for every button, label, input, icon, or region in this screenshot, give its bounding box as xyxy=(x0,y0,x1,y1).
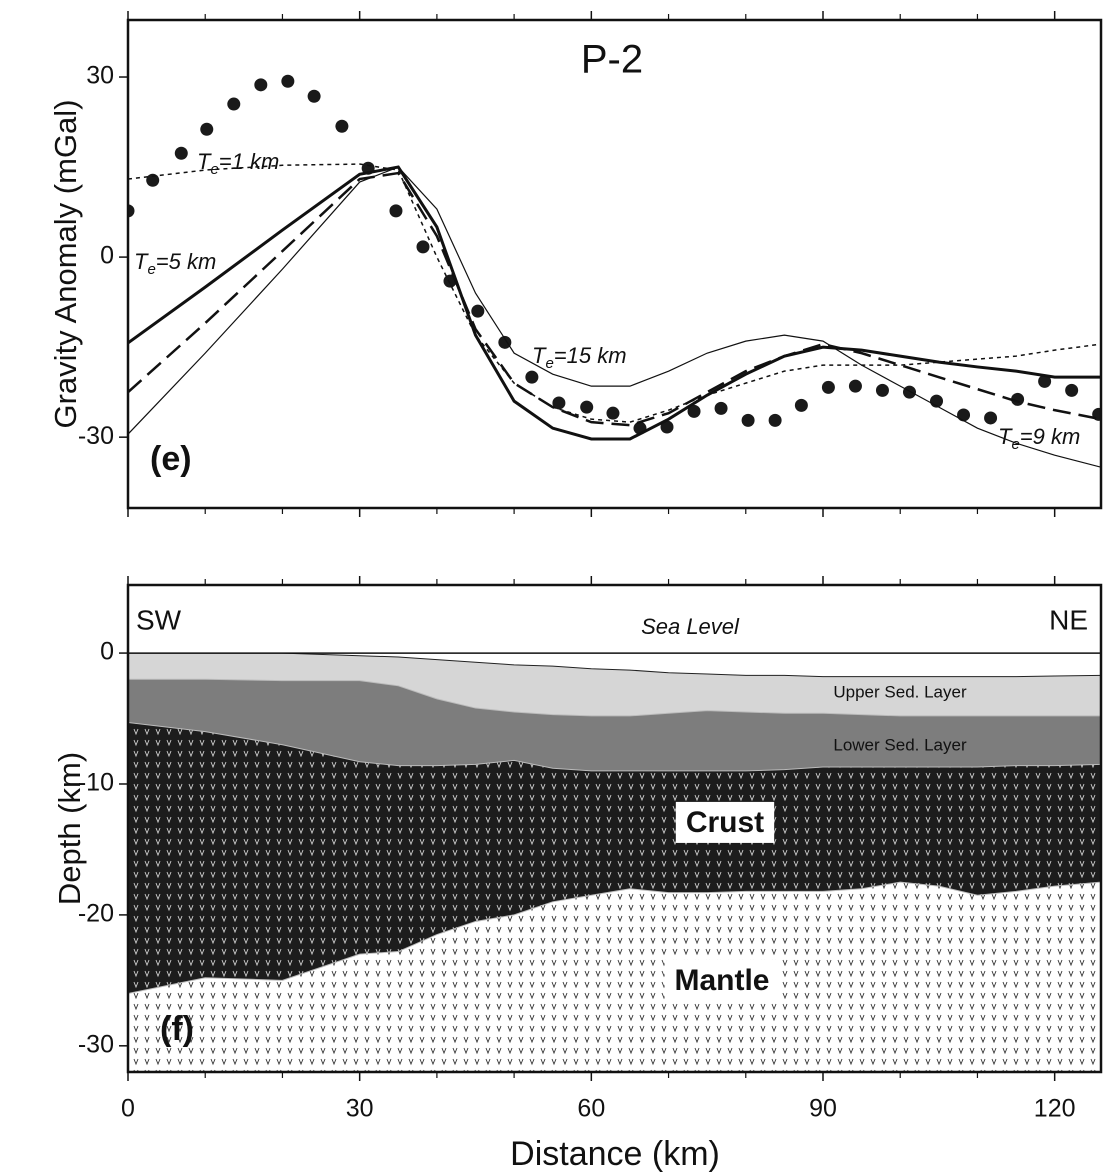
chart-title: P-2 xyxy=(581,38,643,82)
layer-label: Lower Sed. Layer xyxy=(833,735,967,754)
observed-point xyxy=(957,408,971,422)
observed-point xyxy=(335,119,349,133)
x-tick-label: 30 xyxy=(346,1095,374,1123)
observed-point xyxy=(875,383,889,397)
curve-label-main: T xyxy=(197,149,212,174)
layer-label: Mantle xyxy=(674,964,769,997)
curve-label-rest: =1 km xyxy=(219,149,280,174)
curve-label-sub: e xyxy=(545,355,553,372)
layer xyxy=(128,679,1101,771)
observed-point xyxy=(660,420,674,434)
plot-area xyxy=(128,652,1101,1072)
curve-label-sub: e xyxy=(210,161,218,178)
model-curve xyxy=(128,165,1101,441)
layer-label: Crust xyxy=(686,806,764,839)
observed-point xyxy=(227,97,241,111)
model-curve xyxy=(128,166,1101,468)
x-axis-label: Distance (km) xyxy=(510,1135,720,1173)
x-tick-label: 0 xyxy=(121,1095,135,1123)
observed-point xyxy=(525,370,539,384)
layer-pattern xyxy=(128,722,1101,994)
x-tick-label: 60 xyxy=(577,1095,605,1123)
curve-label-main: T xyxy=(134,249,149,274)
label-box xyxy=(675,801,775,843)
observed-point xyxy=(281,74,295,88)
observed-point xyxy=(174,146,188,160)
observed-point xyxy=(254,78,268,92)
curve-label-rest: =5 km xyxy=(156,249,217,274)
observed-point xyxy=(768,413,782,427)
layer-label: Upper Sed. Layer xyxy=(833,682,967,701)
y-tick-label: -30 xyxy=(78,1030,114,1058)
observed-point xyxy=(821,380,835,394)
plot-frame xyxy=(126,583,1103,1074)
curve-label-rest: =15 km xyxy=(554,343,627,368)
observed-point xyxy=(552,396,566,410)
y-tick-label: 0 xyxy=(100,242,114,270)
curve-label: Te=15 km xyxy=(532,343,627,372)
observed-point xyxy=(1011,392,1025,406)
plot-area xyxy=(128,74,1101,468)
observed-point xyxy=(416,240,430,254)
observed-point xyxy=(714,401,728,415)
observed-point xyxy=(1065,383,1079,397)
curve-label-sub: e xyxy=(1011,436,1019,453)
curve-label-rest: =9 km xyxy=(1020,424,1081,449)
x-tick-label: 120 xyxy=(1034,1095,1076,1123)
x-tick-label: 90 xyxy=(809,1095,837,1123)
curve-label: Te=1 km xyxy=(197,149,279,178)
layer-boundary xyxy=(128,678,1101,717)
y-tick-label: 30 xyxy=(86,62,114,90)
observed-point xyxy=(1038,374,1052,388)
observed-point xyxy=(580,400,594,414)
y-tick-label: -30 xyxy=(78,422,114,450)
layer xyxy=(128,653,1101,716)
observed-point xyxy=(146,173,160,187)
y-tick-label: -20 xyxy=(78,900,114,928)
layer-boundary xyxy=(128,881,1101,994)
panel-label: (e) xyxy=(150,440,192,478)
sea-level-label: Sea Level xyxy=(641,614,740,639)
observed-point xyxy=(794,398,808,412)
observed-point xyxy=(389,204,403,218)
observed-point xyxy=(307,89,321,103)
observed-point xyxy=(848,379,862,393)
observed-point xyxy=(606,406,620,420)
y-axis-label: Depth (km) xyxy=(52,752,87,905)
layer-boundary xyxy=(128,721,1101,772)
curve-label-sub: e xyxy=(147,261,155,278)
y-tick-label: -10 xyxy=(78,769,114,797)
observed-point xyxy=(200,122,214,136)
y-axis-label: Gravity Anomaly (mGal) xyxy=(48,99,83,428)
curve-label: Te=9 km xyxy=(998,424,1080,453)
curve-label-main: T xyxy=(532,343,547,368)
plot-frame xyxy=(126,18,1103,510)
direction-label: NE xyxy=(1049,604,1088,635)
curve-label-main: T xyxy=(998,424,1013,449)
direction-label: SW xyxy=(136,604,182,635)
observed-point xyxy=(128,204,135,218)
label-box xyxy=(664,959,780,1001)
layer-boundary xyxy=(128,652,1101,678)
observed-point xyxy=(471,304,485,318)
observed-point xyxy=(984,411,998,425)
y-tick-label: 0 xyxy=(100,638,114,666)
observed-point xyxy=(687,404,701,418)
observed-point xyxy=(902,385,916,399)
model-curve xyxy=(128,171,1101,427)
layer-pattern xyxy=(128,882,1101,1072)
observed-point xyxy=(741,413,755,427)
curve-label: Te=5 km xyxy=(134,249,216,278)
panel-label: (f) xyxy=(160,1010,194,1048)
observed-point xyxy=(498,335,512,349)
